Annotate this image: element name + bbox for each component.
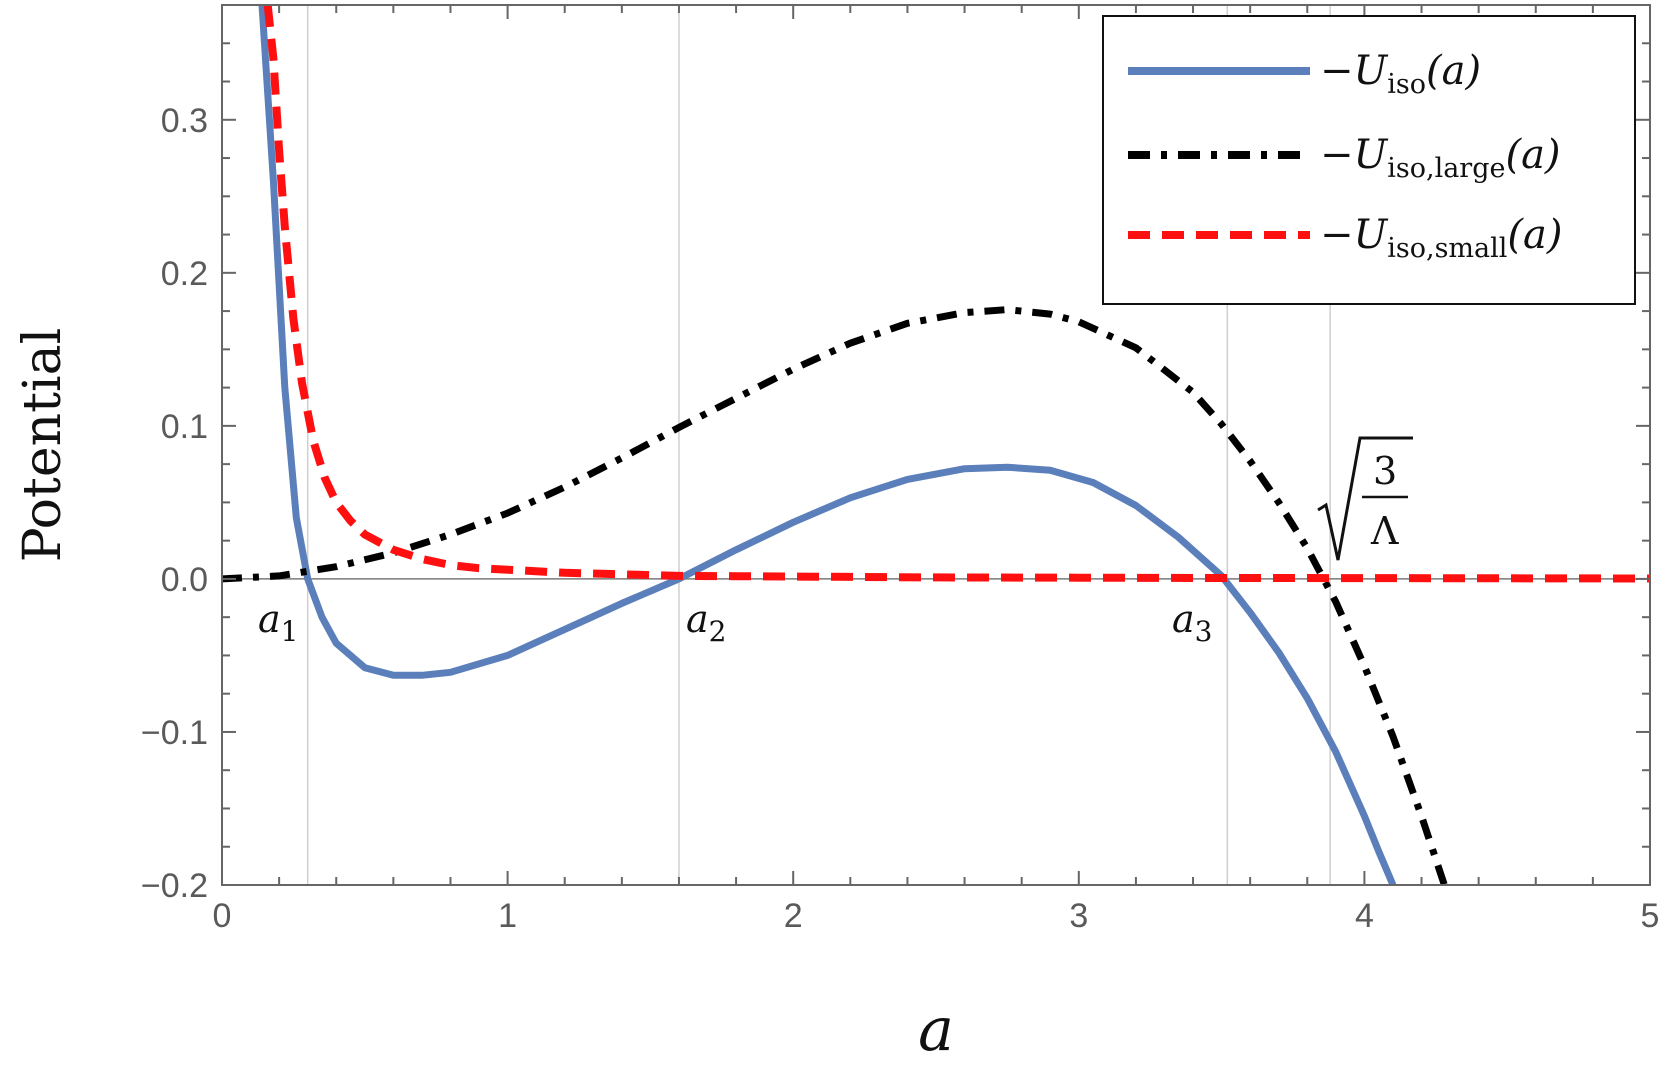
legend-entry-u-iso: −Uiso(a) [1320, 48, 1481, 100]
sqrt-denominator: Λ [1370, 509, 1399, 553]
legend-entry-u-iso-small: −Uiso,small(a) [1320, 212, 1562, 264]
series-line-u-iso [258, 5, 1397, 885]
x-axis-title: a [918, 995, 954, 1065]
y-tick-label: 0.3 [161, 102, 208, 140]
marker-label-a1: a1 [258, 597, 298, 648]
x-tick-label: 5 [1641, 897, 1660, 935]
legend: −Uiso(a) −Uiso,large(a) −Uiso,small(a) [1102, 15, 1636, 305]
marker-label-a2: a2 [686, 597, 726, 648]
sqrt-symbol [1317, 436, 1413, 561]
y-tick-label: −0.2 [141, 867, 208, 905]
y-tick-label: 0.2 [161, 255, 208, 293]
x-tick-labels: 0 1 2 3 4 5 [213, 897, 1660, 935]
x-tick-label: 2 [784, 897, 803, 935]
x-tick-label: 3 [1069, 897, 1088, 935]
y-tick-label: 0.0 [161, 561, 208, 599]
y-tick-labels: −0.2 −0.1 0.0 0.1 0.2 0.3 [141, 102, 208, 905]
plot-frame [221, 4, 1651, 886]
series-line-u-iso-large [222, 306, 1448, 885]
legend-entry-u-iso-large: −Uiso,large(a) [1320, 132, 1561, 184]
x-tick-label: 0 [213, 897, 232, 935]
y-axis-title: Potential [13, 328, 73, 563]
axis-ticks [221, 4, 1651, 886]
legend-box [1102, 15, 1636, 305]
y-tick-label: 0.1 [161, 408, 208, 446]
x-tick-label: 1 [498, 897, 517, 935]
marker-label-a3: a3 [1172, 597, 1212, 648]
x-tick-label: 4 [1355, 897, 1374, 935]
sqrt-numerator: 3 [1373, 449, 1397, 493]
sqrt-three-over-lambda-label: 3 Λ [1317, 436, 1413, 561]
series-line-u-iso-small [263, 5, 1650, 583]
y-tick-label: −0.1 [141, 714, 208, 752]
